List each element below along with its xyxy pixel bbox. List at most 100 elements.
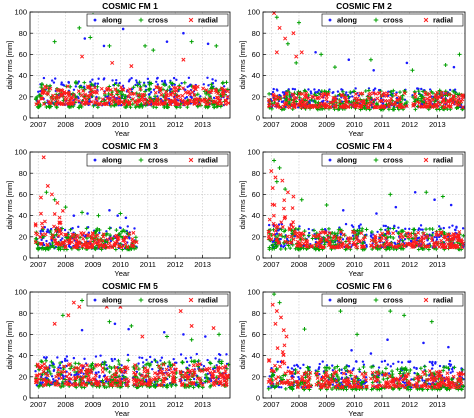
radial-point bbox=[201, 86, 206, 91]
radial-point bbox=[222, 365, 226, 370]
cross-point bbox=[351, 237, 356, 241]
cross-point bbox=[136, 367, 141, 371]
cross-point bbox=[114, 228, 119, 233]
radial-point bbox=[95, 233, 100, 238]
cross-point bbox=[69, 246, 74, 251]
cross-point bbox=[36, 246, 40, 251]
chart-title: COSMIC FM 1 bbox=[102, 1, 158, 11]
radial-point bbox=[39, 211, 43, 216]
radial-point bbox=[165, 93, 170, 98]
along-point bbox=[135, 81, 139, 84]
radial-point bbox=[430, 238, 435, 243]
radial-point bbox=[334, 378, 339, 383]
radial-point bbox=[89, 234, 94, 239]
along-point bbox=[182, 333, 185, 336]
radial-point bbox=[108, 87, 113, 92]
along-point bbox=[62, 84, 66, 87]
legend-box bbox=[86, 13, 229, 27]
radial-point bbox=[145, 383, 150, 388]
chart-title: COSMIC FM 3 bbox=[102, 141, 158, 151]
radial-point bbox=[191, 368, 196, 373]
along-point bbox=[184, 97, 187, 100]
radial-point bbox=[100, 97, 105, 102]
radial-point bbox=[354, 244, 359, 249]
radial-point bbox=[177, 85, 182, 90]
radial-point bbox=[132, 382, 137, 387]
radial-point bbox=[271, 213, 276, 218]
along-point bbox=[341, 238, 345, 241]
cross-point bbox=[91, 104, 96, 108]
along-point bbox=[397, 226, 400, 229]
radial-point bbox=[372, 245, 377, 250]
radial-point bbox=[140, 95, 145, 100]
along-point bbox=[321, 360, 324, 363]
radial-point bbox=[125, 245, 130, 250]
radial-point bbox=[63, 238, 68, 243]
radial-point bbox=[108, 381, 113, 386]
radial-point bbox=[269, 381, 274, 386]
x-tick-label: 2011 bbox=[374, 260, 390, 269]
radial-point bbox=[296, 235, 301, 240]
radial-point bbox=[353, 96, 358, 101]
x-tick-label: 2011 bbox=[374, 120, 390, 129]
cross-point bbox=[270, 247, 275, 251]
radial-point bbox=[267, 377, 272, 382]
along-point bbox=[384, 224, 388, 228]
radial-point bbox=[371, 91, 376, 96]
cross-point bbox=[146, 361, 150, 366]
along-point bbox=[395, 229, 398, 233]
along-point bbox=[451, 370, 454, 373]
radial-point bbox=[318, 244, 323, 249]
cross-point bbox=[288, 246, 293, 251]
radial-point bbox=[96, 102, 101, 107]
radial-point bbox=[94, 97, 99, 101]
cross-point bbox=[337, 368, 342, 372]
y-tick-label: 0 bbox=[23, 114, 27, 123]
radial-point bbox=[314, 242, 319, 247]
radial-point bbox=[126, 94, 131, 99]
along-point bbox=[214, 79, 217, 82]
along-point bbox=[83, 357, 86, 361]
radial-point bbox=[269, 368, 274, 373]
radial-point bbox=[272, 97, 277, 102]
cross-point bbox=[144, 362, 148, 367]
radial-point bbox=[323, 105, 328, 110]
radial-point bbox=[99, 86, 104, 91]
along-point bbox=[451, 224, 454, 227]
radial-point bbox=[289, 234, 294, 239]
along-point bbox=[34, 369, 37, 373]
radial-point bbox=[373, 105, 378, 110]
radial-point bbox=[296, 103, 301, 108]
radial-point bbox=[341, 103, 346, 108]
radial-point bbox=[336, 242, 341, 247]
radial-point bbox=[105, 237, 110, 242]
along-point bbox=[141, 361, 145, 364]
radial-point bbox=[441, 98, 446, 103]
radial-point bbox=[76, 89, 81, 94]
along-point bbox=[45, 230, 49, 233]
radial-point bbox=[297, 102, 301, 107]
radial-point bbox=[458, 237, 463, 242]
radial-point bbox=[57, 227, 62, 232]
legend: along cross radial bbox=[86, 153, 229, 167]
radial-point bbox=[223, 369, 228, 374]
radial-point bbox=[428, 98, 433, 103]
cross-point bbox=[446, 366, 451, 371]
radial-point bbox=[318, 101, 323, 106]
radial-point bbox=[87, 101, 92, 106]
radial-point bbox=[60, 208, 65, 213]
cross-point bbox=[224, 80, 229, 85]
radial-point bbox=[324, 97, 329, 102]
radial-point bbox=[209, 88, 214, 93]
radial-point bbox=[173, 85, 178, 90]
radial-point bbox=[65, 84, 70, 89]
legend-label-along: along bbox=[102, 296, 122, 305]
radial-point bbox=[289, 240, 294, 245]
radial-point bbox=[129, 64, 134, 69]
radial-point bbox=[86, 377, 91, 382]
radial-point bbox=[143, 366, 148, 371]
legend-label-cross: cross bbox=[148, 156, 168, 165]
radial-point bbox=[131, 230, 136, 235]
along-point bbox=[133, 227, 136, 230]
cross-point bbox=[143, 89, 147, 94]
